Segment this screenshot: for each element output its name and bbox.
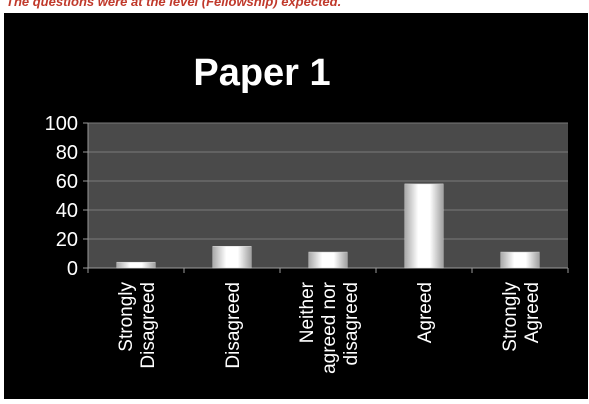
x-tick-label: StronglyDisagreed — [116, 282, 159, 369]
bar — [404, 183, 444, 269]
x-tick-label: StronglyAgreed — [500, 282, 543, 352]
chart-caption: The questions were at the level (Fellows… — [6, 0, 342, 9]
y-tick-label: 20 — [56, 229, 78, 251]
x-tick-label: Agreed — [415, 282, 436, 343]
y-tick-label: 80 — [56, 142, 78, 164]
plot-area — [88, 123, 568, 268]
y-tick-label: 60 — [56, 171, 78, 193]
bar — [308, 251, 348, 269]
bar-chart: Paper 1 0 20 40 60 80 100 StronglyDisagreed Dis… — [45, 52, 569, 374]
y-tick-label: 100 — [45, 113, 78, 135]
x-tick-label: Neitheragreed nordisagreed — [297, 281, 362, 374]
bar — [500, 251, 540, 269]
bar — [212, 246, 252, 269]
chart-title: Paper 1 — [193, 52, 330, 94]
bar — [116, 261, 156, 269]
x-tick-label: Disagreed — [223, 282, 244, 369]
chart-container: Paper 1 0 20 40 60 80 100 StronglyDisagreed Dis… — [4, 13, 588, 399]
y-tick-label: 0 — [67, 258, 78, 280]
y-tick-label: 40 — [56, 200, 78, 222]
